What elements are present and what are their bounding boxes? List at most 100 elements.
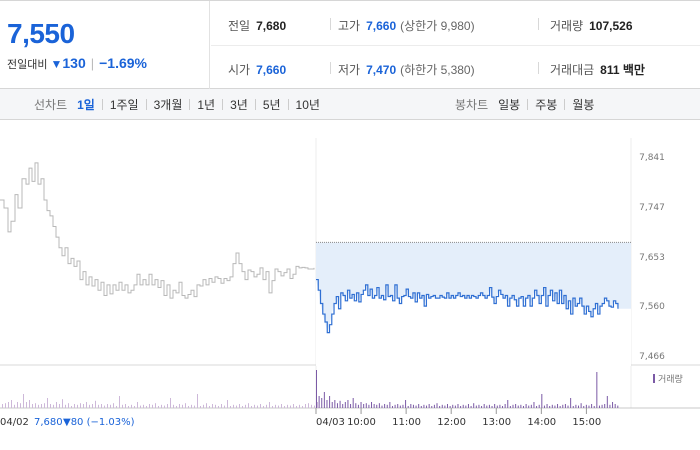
prev-day-series-line (0, 162, 315, 299)
tab-line-period-5[interactable]: 5년 (262, 97, 281, 112)
volume-bar-today (449, 406, 451, 408)
volume-bar-prev (251, 406, 252, 408)
line-chart-label: 선차트 (34, 97, 68, 112)
volume-bar-today (365, 403, 367, 408)
volume-bar-prev (146, 406, 147, 408)
volume-bar-today (402, 404, 404, 408)
volume-bar-today (473, 403, 475, 408)
volume-bar-prev (92, 404, 93, 408)
volume-bar-prev (107, 404, 108, 408)
volume-bar-today (588, 405, 590, 408)
stat-trade-value: 거래대금 811 백만 (550, 61, 645, 78)
volume-bar-prev (59, 404, 60, 408)
volume-bar-today (439, 406, 441, 408)
volume-bar-today (520, 404, 522, 408)
tab-line-period-4[interactable]: 3년 (230, 97, 248, 112)
stat-value: 7,660 (256, 63, 287, 77)
volume-bar-today (564, 404, 566, 408)
tab-candle-period-0[interactable]: 일봉 (498, 97, 521, 112)
tab-separator (254, 98, 256, 110)
tab-separator (101, 98, 103, 110)
quote-header: 7,550 전일대비 ▼130 | −1.69% 전일 7,680 고가 7,660 (상한… (0, 0, 700, 89)
volume-bar-today (389, 402, 391, 408)
volume-bar-today (533, 402, 535, 408)
stat-value: 107,526 (589, 19, 633, 33)
tab-candle-period-2[interactable]: 월봉 (572, 97, 595, 112)
candle-chart-label: 봉차트 (455, 97, 489, 112)
volume-bar-prev (131, 404, 132, 408)
volume-bar-today (452, 404, 454, 408)
change-divider: | (90, 56, 95, 71)
volume-bar-today (525, 404, 527, 408)
volume-bar-today (572, 406, 574, 408)
volume-bar-today (580, 403, 582, 408)
price-lines (0, 162, 631, 366)
change-percent: −1.69% (99, 55, 147, 71)
stat-label: 거래대금 (550, 63, 595, 77)
volume-bar-prev (95, 400, 96, 408)
volume-bar-prev (122, 404, 123, 408)
prev-day-close: 7,680 (34, 417, 63, 428)
price-chart: 7,841 7,747 7,653 7,560 7,466 거래량 04/03 10:00… (0, 120, 700, 450)
volume-bar-prev (86, 402, 87, 408)
volume-bar-today (528, 405, 530, 408)
volume-bar-prev (71, 406, 72, 408)
volume-bar-today (336, 403, 338, 408)
tab-candle-period-1[interactable]: 주봉 (535, 97, 558, 112)
volume-bar-today (609, 404, 611, 408)
volume-bar-prev (194, 405, 195, 408)
tab-line-period-2[interactable]: 3개월 (153, 97, 183, 112)
volume-bar-prev (284, 406, 285, 408)
volume-bar-today (515, 404, 517, 408)
volume-bar-prev (317, 402, 318, 408)
volume-bar-prev (29, 400, 30, 408)
tab-line-period-6[interactable]: 10년 (295, 97, 320, 112)
stat-divider (330, 62, 331, 74)
volume-bar-today (543, 405, 545, 408)
volume-bar-prev (287, 404, 288, 408)
volume-bar-today (491, 406, 493, 408)
volume-bar-today (462, 404, 464, 408)
volume-bar-prev (239, 404, 240, 408)
tab-line-period-1[interactable]: 1주일 (109, 97, 139, 112)
volume-bar-prev (305, 404, 306, 408)
volume-legend-label: 거래량 (658, 373, 683, 385)
tab-line-period-3[interactable]: 1년 (197, 97, 216, 112)
volume-bar-today (475, 405, 477, 408)
volume-bar-prev (227, 400, 228, 408)
y-tick-label: 7,653 (639, 253, 665, 263)
volume-bar-prev (140, 405, 141, 408)
stat-volume: 거래량 107,526 (550, 17, 633, 34)
volume-bar-prev (68, 403, 69, 408)
volume-bar-today (316, 370, 317, 408)
volume-bar-prev (26, 402, 27, 408)
stat-value: 7,470 (366, 63, 397, 77)
volume-bar-today (612, 402, 614, 408)
volume-bar-today (444, 405, 446, 408)
volume-bar-prev (182, 404, 183, 408)
volume-bar-prev (143, 404, 144, 408)
volume-bar-prev (11, 400, 12, 408)
volume-bar-prev (2, 404, 3, 408)
volume-bar-today (423, 404, 425, 408)
volume-bar-prev (233, 404, 234, 408)
volume-bar-today (428, 404, 430, 408)
volume-bar-today (436, 403, 438, 408)
volume-bar-prev (191, 404, 192, 408)
volume-bar-prev (158, 406, 159, 408)
tab-separator (222, 98, 224, 110)
volume-bar-today (397, 404, 399, 408)
tab-line-period-0[interactable]: 1일 (77, 97, 95, 112)
volume-bar-today (441, 404, 443, 408)
volume-bar-today (381, 405, 383, 408)
stat-label: 거래량 (550, 19, 584, 33)
change-row: 전일대비 ▼130 | −1.69% (7, 55, 147, 72)
volume-bar-today (373, 404, 375, 408)
volume-bar-prev (293, 404, 294, 408)
x-tick-label: 15:00 (572, 417, 601, 428)
volume-bar-prev (269, 402, 270, 408)
volume-bar-today (418, 404, 420, 408)
volume-bar-prev (8, 402, 9, 408)
x-axis-ticks: 04/03 10:00 11:00 12:00 13:00 14:00 15:00 (315, 408, 601, 428)
volume-bar-prev (77, 404, 78, 408)
